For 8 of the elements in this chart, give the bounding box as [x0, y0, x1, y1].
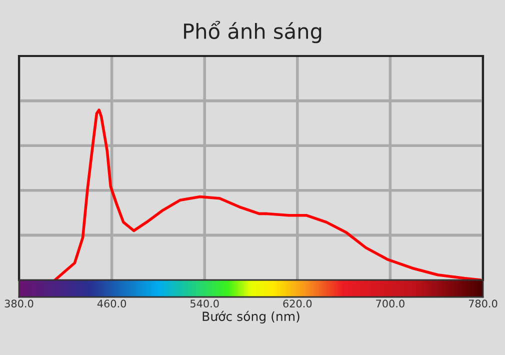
x-axis-title: Bước sóng (nm) — [202, 310, 300, 324]
x-tick-label: 460.0 — [97, 300, 126, 308]
chart-title: Phổ ánh sáng — [184, 20, 322, 44]
x-tick-label: 620.0 — [283, 300, 312, 308]
x-tick-label: 380.0 — [4, 300, 34, 308]
x-tick-label: 540.0 — [190, 300, 219, 308]
x-tick-label: 700.0 — [376, 300, 404, 308]
x-tick-label: 780.0 — [468, 300, 498, 308]
